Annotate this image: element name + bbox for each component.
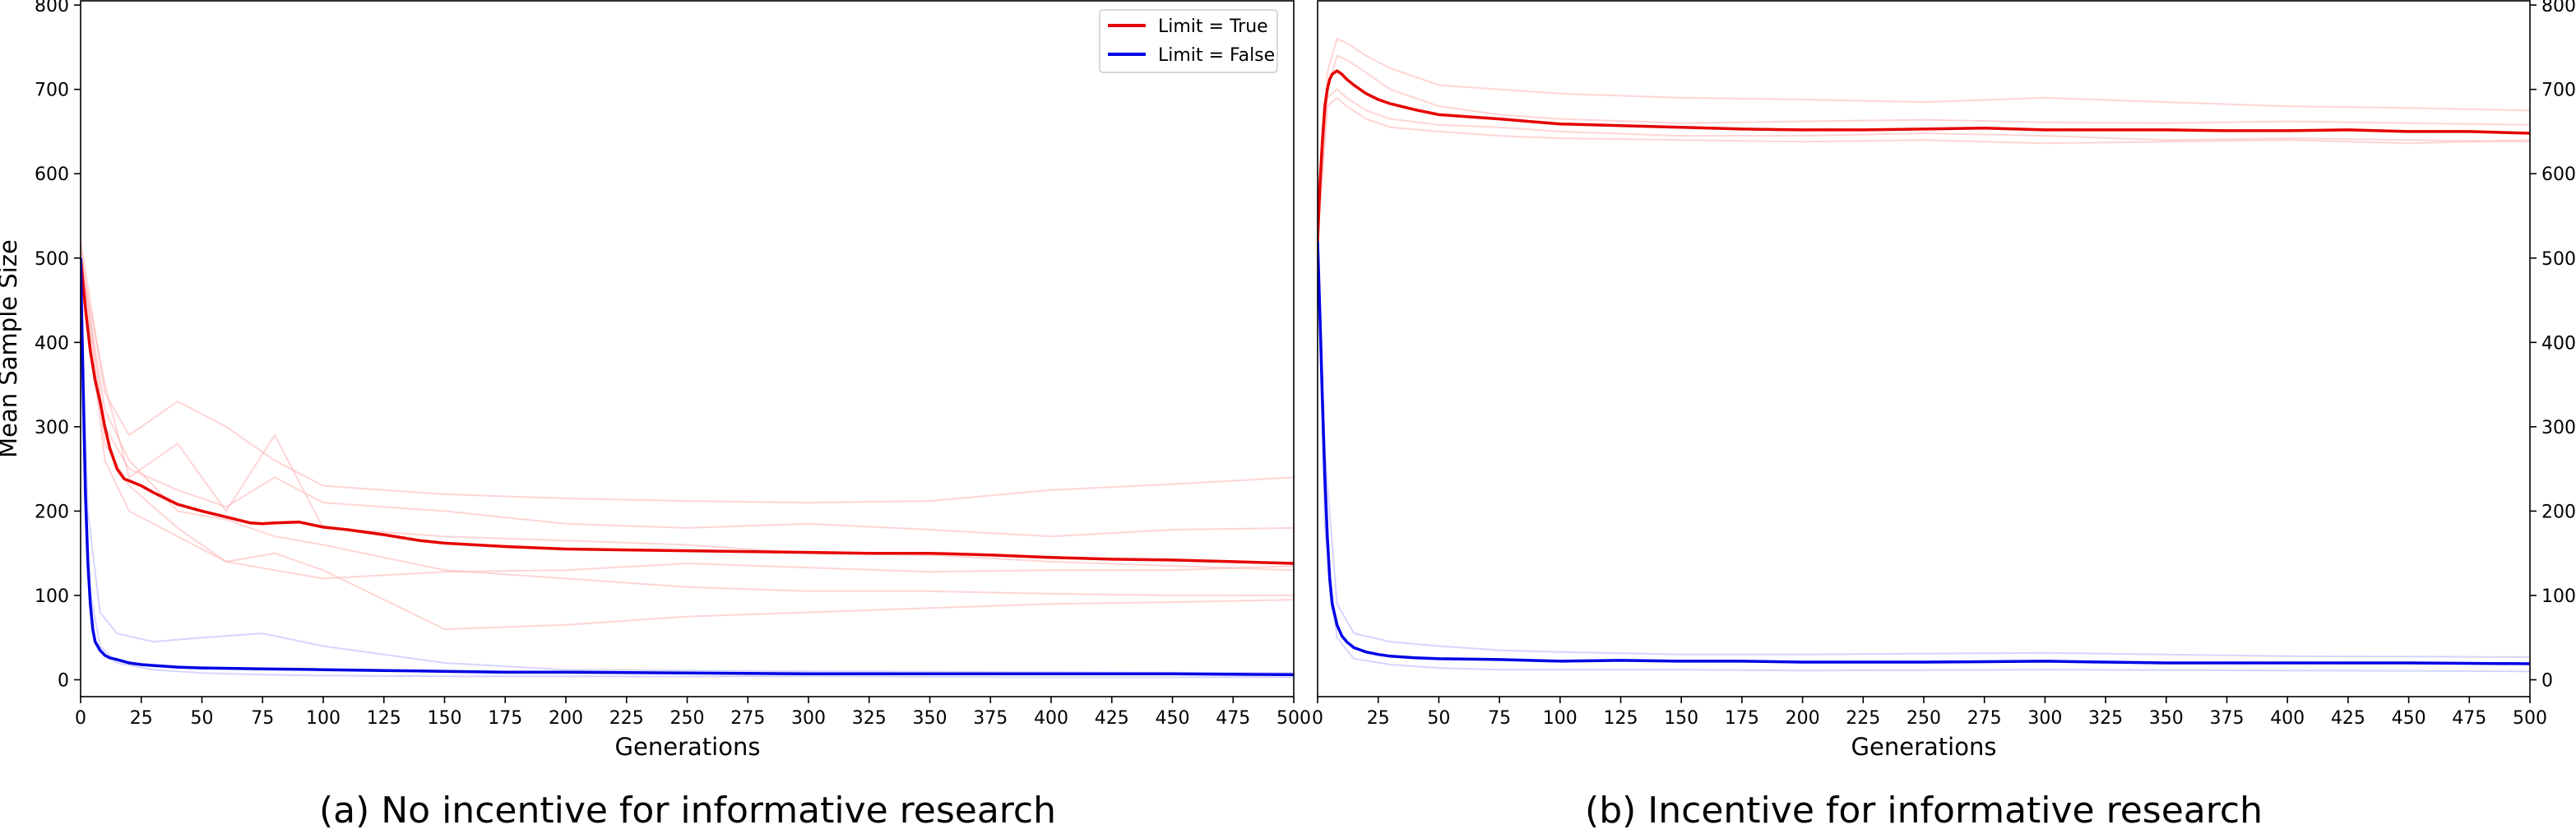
panel-b-x-tick-label: 100	[1543, 708, 1578, 729]
panel-a-faint-runs	[81, 241, 1294, 679]
panel-a-x-tick-label: 50	[191, 708, 214, 729]
panel-b-x-tick-label: 350	[2149, 708, 2184, 729]
panel-b-axes-frame	[1317, 0, 2531, 697]
panel-b-x-tick-label: 375	[2210, 708, 2245, 729]
panel-b-faint-run-5	[1318, 241, 2530, 673]
panel-a-x-tick-label: 475	[1216, 708, 1250, 729]
panel-a-faint-run-6	[81, 257, 1294, 674]
panel-b-x-tick-label: 275	[1967, 708, 2002, 729]
panel-a-faint-run-2	[81, 253, 1294, 580]
panel-b-x-tick-label: 75	[1488, 708, 1511, 729]
panel-a-x-tick-label: 225	[609, 708, 644, 729]
panel-a-y-tick-label: 100	[35, 586, 69, 607]
panel-a-y-tick-label: 200	[35, 502, 69, 522]
panel-a-faint-run-5	[81, 257, 1294, 572]
panel-b-caption: (b) Incentive for informative research	[1585, 790, 2263, 832]
panel-b-x-tick-label: 500	[2513, 708, 2547, 729]
panel-a-series	[81, 257, 1294, 677]
panel-a-x-axis-label: Generations	[615, 733, 761, 761]
panel-a-faint-run-7	[81, 257, 1294, 679]
panel-b-x-tick-label: 425	[2331, 708, 2365, 729]
panel-b-y-tick-label: 200	[2541, 502, 2576, 522]
panel-b-y-tick-label: 0	[2541, 670, 2553, 691]
panel-a-series-line-limit-true	[81, 257, 1294, 565]
panel-b-y-tick-label: 500	[2541, 249, 2576, 270]
panel-a-axes-frame	[80, 0, 1295, 697]
panel-b-x-tick-label: 475	[2452, 708, 2486, 729]
legend-label-limit-false: Limit = False	[1158, 45, 1275, 66]
panel-a-y-tick-label: 0	[58, 670, 69, 691]
panel-b-x-tick-label: 0	[1312, 708, 1323, 729]
panel-a-x-tick-label: 450	[1156, 708, 1190, 729]
panel-b-x-tick-label: 300	[2027, 708, 2062, 729]
panel-b-x-tick-label: 175	[1725, 708, 1759, 729]
panel-a-x-tick-label: 0	[75, 708, 86, 729]
panel-a-faint-run-0	[81, 241, 1294, 504]
panel-b-y-tick-label: 400	[2541, 333, 2576, 354]
panel-b-x-tick-label: 225	[1846, 708, 1880, 729]
panel-b-faint-run-0	[1318, 37, 2530, 242]
panel-b-series-line-limit-false	[1318, 241, 2530, 665]
panel-b-x-tick-label: 400	[2270, 708, 2305, 729]
panel-b-x-axis-label: Generations	[1851, 733, 1997, 761]
panel-a-caption: (a) No incentive for informative researc…	[319, 790, 1056, 832]
panel-b-series-line-limit-true	[1318, 69, 2530, 242]
panel-b-faint-run-1	[1318, 88, 2530, 242]
panel-a-series-line-limit-false	[81, 257, 1294, 677]
panel-a-x-tick-label: 300	[791, 708, 826, 729]
panel-b-x-tick-label: 125	[1604, 708, 1638, 729]
panel-b-faint-run-3	[1318, 96, 2530, 242]
panel-a-faint-run-1	[81, 249, 1294, 538]
panel-b-y-tick-label: 700	[2541, 81, 2576, 101]
panel-a-x-tick-label: 275	[730, 708, 765, 729]
panel-b-x-tick-label: 450	[2392, 708, 2426, 729]
panel-a-y-tick-label: 700	[35, 81, 69, 101]
panel-b-y-tick-label: 300	[2541, 418, 2576, 438]
panel-b-series	[1318, 69, 2530, 665]
panel-b-x-tick-label: 250	[1907, 708, 1941, 729]
panel-a-y-tick-label: 600	[35, 164, 69, 185]
panel-a-x-tick-label: 400	[1034, 708, 1068, 729]
panel-a-x-tick-label: 25	[130, 708, 153, 729]
panel-b-x-tick-label: 150	[1664, 708, 1698, 729]
panel-a-y-tick-label: 300	[35, 418, 69, 438]
panel-a-x-tick-label: 425	[1095, 708, 1129, 729]
panel-a-x-tick-label: 75	[251, 708, 274, 729]
panel-b: 0 25 50 75 100 125 150 175 200 225 250 275 300 325 350…	[1312, 0, 2576, 729]
panel-b-y-tick-label: 600	[2541, 164, 2576, 185]
panel-a-x-tick-label: 150	[428, 708, 462, 729]
panel-a-x-tick-label: 375	[973, 708, 1008, 729]
panel-b-x-tick-label: 325	[2088, 708, 2123, 729]
panel-a-faint-run-4	[81, 245, 1294, 631]
panel-a-y-tick-label: 800	[35, 0, 69, 16]
panel-a-faint-run-3	[81, 257, 1294, 596]
legend-label-limit-true: Limit = True	[1158, 16, 1268, 37]
panel-b-faint-run-4	[1318, 241, 2530, 658]
panel-a-x-tick-label: 200	[549, 708, 583, 729]
panel-a-y-axis-label: Mean Sample Size	[0, 239, 22, 458]
panel-a-x-tick-label: 500	[1276, 708, 1311, 729]
panel-a: 0 25 50 75 100 125 150 175 200 225 250 275 300 325 350…	[35, 0, 1311, 729]
panel-b-x-tick-label: 25	[1367, 708, 1390, 729]
panel-b-faint-run-2	[1318, 54, 2530, 242]
panel-a-y-tick-label: 500	[35, 249, 69, 270]
panel-b-y-tick-label: 100	[2541, 586, 2576, 607]
panel-b-faint-runs	[1318, 37, 2530, 673]
panel-a-x-tick-label: 325	[852, 708, 887, 729]
panel-a-x-tick-label: 125	[367, 708, 401, 729]
panel-b-x-tick-label: 50	[1427, 708, 1450, 729]
panel-a-x-tick-label: 175	[488, 708, 522, 729]
panel-a-x-tick-label: 250	[670, 708, 705, 729]
legend: Limit = True Limit = False	[1099, 9, 1278, 73]
panel-b-x-tick-label: 200	[1786, 708, 1820, 729]
panel-a-y-tick-label: 400	[35, 333, 69, 354]
panel-b-y-tick-label: 800	[2541, 0, 2576, 16]
panel-a-x-tick-label: 350	[913, 708, 947, 729]
panel-a-x-tick-label: 100	[306, 708, 341, 729]
